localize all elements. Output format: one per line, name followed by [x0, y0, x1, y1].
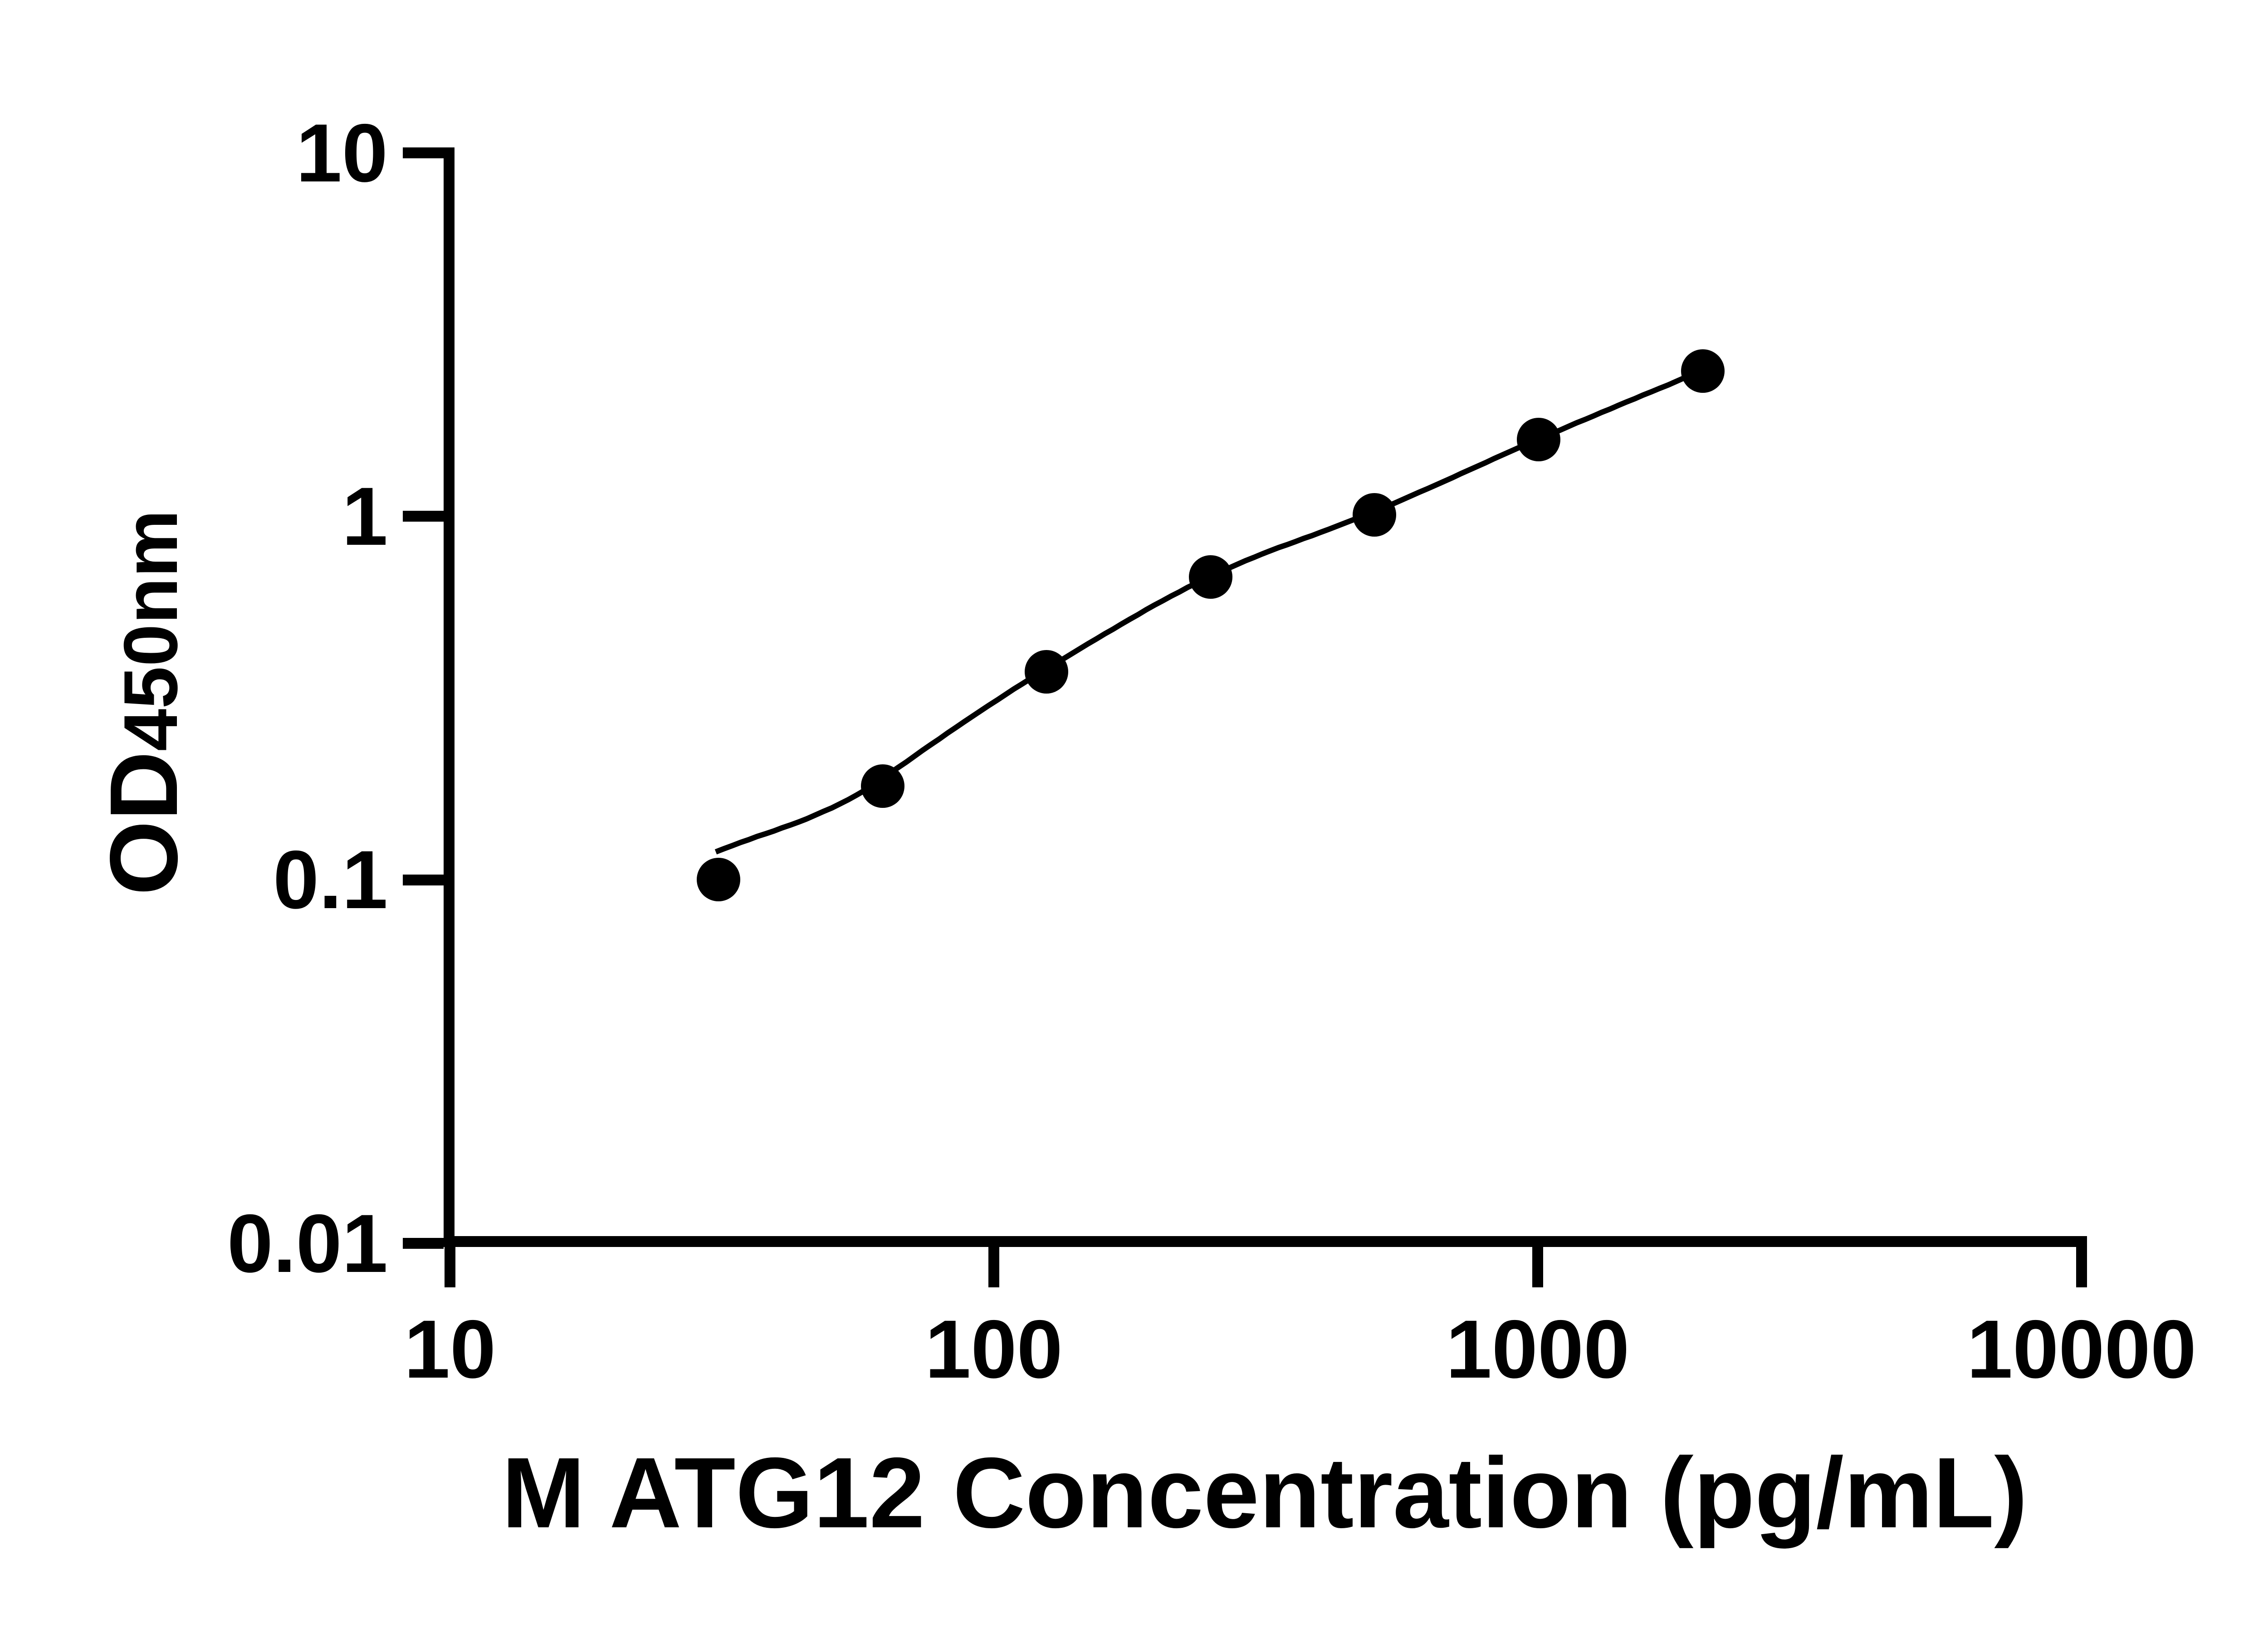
svg-text:M ATG12 Concentration (pg/mL): M ATG12 Concentration (pg/mL) [502, 1437, 2028, 1549]
svg-text:10: 10 [404, 1303, 496, 1395]
svg-text:1000: 1000 [1446, 1303, 1630, 1395]
svg-text:OD450nm: OD450nm [90, 510, 197, 895]
svg-text:10000: 10000 [1967, 1303, 2196, 1395]
svg-text:10: 10 [296, 107, 388, 199]
svg-text:0.01: 0.01 [227, 1197, 388, 1290]
svg-text:100: 100 [925, 1303, 1063, 1395]
svg-text:1: 1 [342, 470, 388, 562]
svg-text:0.1: 0.1 [273, 833, 388, 926]
